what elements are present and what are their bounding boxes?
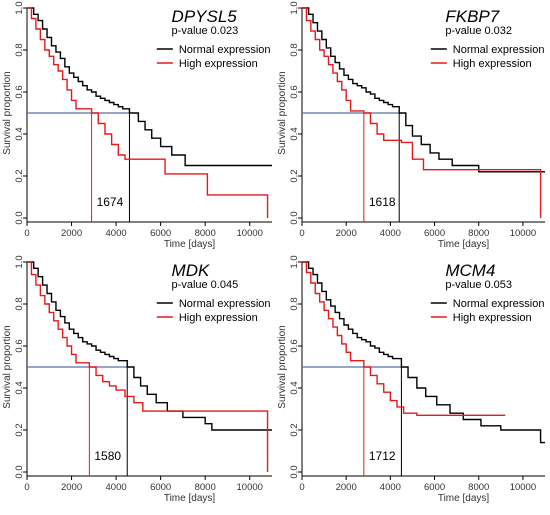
y-tick-label: 0.2	[289, 423, 300, 436]
x-tick-label: 4000	[106, 482, 127, 493]
y-tick-label: 1.0	[14, 1, 25, 14]
y-axis-label: Survival proportion	[2, 325, 13, 408]
x-tick-label: 6000	[424, 482, 445, 493]
legend-entry: Normal expression	[453, 44, 545, 56]
survival-panel-4: 0.0 0.2 0.4 0.6 0.8 1.0 0 2000 4000 6000 8000 10000…	[277, 255, 545, 504]
high-expression-curve	[302, 7, 542, 218]
x-axis-label: Time [days]	[164, 239, 216, 250]
x-tick-label: 4000	[106, 228, 127, 239]
y-tick-label: 0.6	[14, 339, 25, 352]
y-tick-label: 0.0	[289, 465, 300, 478]
gene-title: DPYSL5	[172, 7, 238, 26]
y-axis-label: Survival proportion	[277, 325, 288, 408]
survival-panel-3: 0.0 0.2 0.4 0.6 0.8 1.0 0 2000 4000 6000 8000 10000…	[2, 255, 272, 504]
survival-panel-2: 0.0 0.2 0.4 0.6 0.8 1.0 0 2000 4000 6000 8000 10000…	[277, 1, 545, 250]
x-tick-label: 10000	[510, 228, 536, 239]
x-tick-label: 4000	[380, 228, 401, 239]
normal-expression-curve	[302, 7, 545, 173]
y-axis-label: Survival proportion	[277, 71, 288, 154]
y-tick-label: 0.0	[14, 465, 25, 478]
legend-entry: High expression	[179, 312, 258, 324]
x-tick-label: 8000	[468, 482, 489, 493]
y-tick-label: 0.2	[14, 423, 25, 436]
y-tick-label: 0.6	[289, 85, 300, 98]
y-tick-label: 0.8	[14, 43, 25, 56]
x-tick-label: 2000	[336, 228, 357, 239]
median-difference-label: 1712	[369, 449, 396, 463]
y-tick-label: 0.4	[14, 381, 25, 394]
x-tick-label: 8000	[468, 228, 489, 239]
y-tick-label: 0.2	[289, 169, 300, 182]
gene-title: MDK	[172, 261, 210, 280]
x-tick-label: 6000	[150, 228, 171, 239]
median-difference-label: 1580	[94, 449, 121, 463]
legend-entry: High expression	[179, 58, 258, 70]
legend-entry: Normal expression	[179, 44, 271, 56]
y-axis-label: Survival proportion	[2, 71, 13, 154]
normal-expression-curve	[302, 261, 545, 444]
x-tick-label: 8000	[195, 482, 216, 493]
x-tick-label: 10000	[237, 482, 263, 493]
x-tick-label: 6000	[424, 228, 445, 239]
normal-expression-curve	[27, 261, 272, 431]
y-tick-label: 1.0	[14, 255, 25, 268]
survival-panel-1: 0.0 0.2 0.4 0.6 0.8 1.0 0 2000 4000 6000 8000 10000…	[2, 1, 272, 250]
high-expression-curve	[27, 7, 269, 218]
p-value-label: p-value 0.032	[445, 25, 512, 37]
x-tick-label: 0	[299, 482, 304, 493]
y-tick-label: 0.6	[289, 339, 300, 352]
y-tick-label: 0.4	[289, 127, 300, 140]
legend-entry: High expression	[453, 312, 532, 324]
x-tick-label: 4000	[380, 482, 401, 493]
x-tick-label: 2000	[61, 482, 82, 493]
y-tick-label: 0.4	[289, 381, 300, 394]
legend-entry: Normal expression	[453, 298, 545, 310]
median-difference-label: 1674	[97, 195, 124, 209]
x-axis-label: Time [days]	[164, 493, 216, 504]
x-tick-label: 10000	[510, 482, 536, 493]
legend-entry: Normal expression	[179, 298, 271, 310]
x-tick-label: 0	[299, 228, 304, 239]
p-value-label: p-value 0.045	[172, 279, 239, 291]
x-tick-label: 6000	[150, 482, 171, 493]
x-tick-label: 2000	[336, 482, 357, 493]
x-axis-label: Time [days]	[438, 493, 490, 504]
gene-title: FKBP7	[445, 7, 499, 26]
normal-expression-curve	[27, 7, 272, 167]
y-tick-label: 0.6	[14, 85, 25, 98]
y-tick-label: 0.4	[14, 127, 25, 140]
gene-title: MCM4	[445, 261, 495, 280]
x-tick-label: 2000	[61, 228, 82, 239]
x-tick-label: 0	[24, 228, 29, 239]
y-tick-label: 1.0	[289, 1, 300, 14]
legend-entry: High expression	[453, 58, 532, 70]
x-tick-label: 10000	[237, 228, 263, 239]
p-value-label: p-value 0.023	[172, 25, 239, 37]
y-tick-label: 0.2	[14, 169, 25, 182]
y-tick-label: 0.8	[14, 297, 25, 310]
y-tick-label: 0.0	[14, 211, 25, 224]
y-tick-label: 0.8	[289, 43, 300, 56]
x-tick-label: 0	[24, 482, 29, 493]
y-tick-label: 0.0	[289, 211, 300, 224]
y-tick-label: 0.8	[289, 297, 300, 310]
p-value-label: p-value 0.053	[445, 279, 512, 291]
high-expression-curve	[27, 261, 269, 472]
median-difference-label: 1618	[369, 195, 396, 209]
high-expression-curve	[302, 261, 506, 416]
y-tick-label: 1.0	[289, 255, 300, 268]
x-axis-label: Time [days]	[438, 239, 490, 250]
x-tick-label: 8000	[195, 228, 216, 239]
